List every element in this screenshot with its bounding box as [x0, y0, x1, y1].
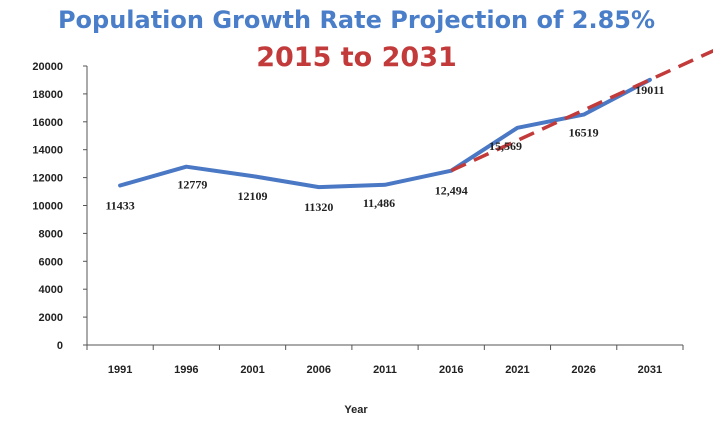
data-label: 11320: [304, 200, 333, 214]
y-tick-label: 14000: [32, 145, 63, 157]
y-tick-label: 8000: [39, 228, 63, 240]
population-series-line: [118, 77, 652, 190]
y-tick-label: 10000: [32, 201, 63, 213]
y-tick-label: 12000: [32, 173, 63, 185]
x-tick-label: 2006: [307, 364, 331, 376]
x-axis-title: Year: [344, 404, 368, 416]
data-label: 11,486: [363, 196, 395, 210]
x-tick-label: 2016: [439, 364, 463, 376]
x-tick-label: 2031: [638, 364, 662, 376]
y-tick-label: 0: [57, 340, 63, 352]
chart-subtitle: 2015 to 2031: [256, 42, 457, 73]
x-tick-label: 2001: [240, 364, 264, 376]
chart-title: Population Growth Rate Projection of 2.8…: [57, 6, 656, 34]
data-label: 16519: [569, 126, 599, 140]
data-label: 12,494: [435, 184, 468, 198]
x-tick-label: 2026: [571, 364, 595, 376]
x-tick-label: 2021: [505, 364, 529, 376]
data-label: 12779: [177, 178, 207, 192]
data-label: 19011: [635, 83, 664, 97]
y-tick-label: 4000: [39, 284, 63, 296]
x-tick-label: 2011: [373, 364, 397, 376]
y-tick-label: 2000: [39, 312, 63, 324]
x-tick-label: 1991: [108, 364, 132, 376]
x-tick-label: 1996: [174, 364, 198, 376]
data-label: 11433: [105, 199, 134, 213]
y-tick-label: 6000: [39, 256, 63, 268]
y-tick-label: 18000: [32, 89, 63, 101]
data-label: 15,569: [489, 139, 522, 153]
y-tick-label: 20000: [32, 61, 63, 73]
data-label: 12109: [238, 189, 268, 203]
y-tick-label: 16000: [32, 117, 63, 129]
